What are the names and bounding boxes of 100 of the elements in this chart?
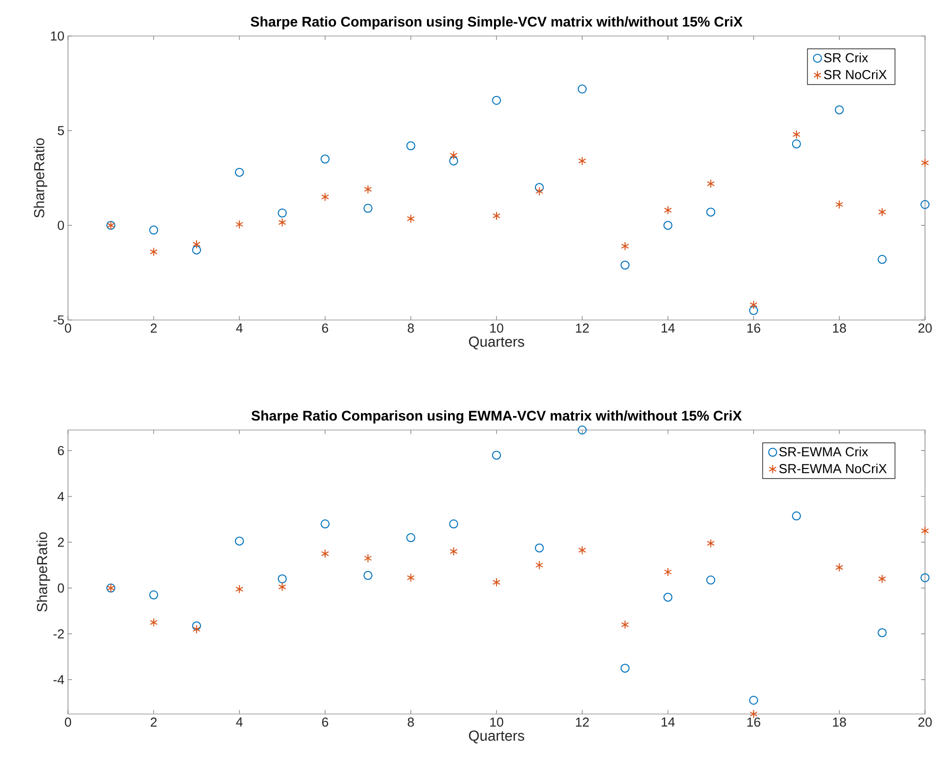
point — [492, 450, 502, 460]
x-tick-label: 20 — [918, 324, 932, 333]
x-tick-label: 0 — [64, 718, 72, 727]
point — [663, 220, 672, 230]
point — [235, 220, 244, 229]
x-tick-label: 10 — [490, 324, 504, 333]
point — [621, 242, 630, 251]
x-tick-label: 18 — [833, 718, 846, 727]
point — [534, 543, 544, 552]
point — [320, 519, 330, 528]
point — [235, 584, 244, 594]
point — [450, 546, 458, 556]
x-tick-label: 6 — [322, 324, 328, 333]
x-tick-label: 12 — [576, 324, 589, 333]
point — [749, 696, 758, 705]
y-axis-title: SharpeRatio — [36, 532, 50, 612]
point — [664, 206, 672, 215]
x-tick-label: 16 — [747, 718, 760, 727]
point — [834, 105, 844, 114]
point — [278, 218, 286, 227]
point — [364, 554, 372, 563]
point — [920, 573, 930, 582]
x-axis-title: Quarters — [468, 730, 524, 744]
point — [192, 624, 201, 634]
point — [706, 576, 716, 585]
point — [363, 570, 372, 580]
point — [234, 168, 244, 177]
point — [149, 590, 158, 600]
point — [149, 226, 158, 235]
point — [792, 139, 801, 148]
point — [792, 511, 801, 520]
legend-label: SR NoCriX — [824, 70, 887, 80]
x-tick-label: 2 — [150, 718, 157, 727]
point — [749, 306, 758, 316]
point — [150, 247, 158, 256]
point — [192, 245, 202, 254]
point — [278, 208, 287, 218]
x-tick-label: 14 — [662, 718, 675, 726]
point — [321, 192, 330, 202]
point — [321, 549, 330, 558]
x-tick-label: 6 — [322, 718, 328, 727]
point — [406, 573, 415, 582]
point — [835, 200, 844, 209]
x-tick-label: 0 — [64, 324, 72, 333]
x-tick-label: 12 — [576, 718, 589, 727]
point — [406, 533, 416, 542]
legend-label: SR-EWMA NoCriX — [779, 464, 887, 474]
y-axis-title: SharpeRatio — [34, 138, 48, 218]
x-tick-label: 10 — [490, 718, 504, 727]
point — [835, 562, 844, 572]
x-tick-label: 8 — [408, 324, 414, 333]
point — [706, 179, 715, 188]
point — [449, 156, 458, 166]
point — [534, 182, 544, 192]
point — [578, 156, 586, 166]
point — [878, 254, 887, 264]
point — [750, 300, 758, 310]
point — [363, 204, 372, 213]
point — [535, 560, 544, 570]
point — [921, 526, 929, 536]
point — [234, 536, 244, 546]
x-tick-label: 8 — [408, 718, 414, 727]
point — [278, 574, 287, 584]
y-tick-label: 10 — [51, 31, 64, 41]
point — [192, 621, 202, 630]
legend-label: SR Crix — [824, 52, 868, 62]
point — [492, 96, 502, 105]
point — [406, 141, 416, 150]
point — [578, 84, 587, 94]
point — [620, 664, 630, 673]
point — [921, 158, 929, 168]
x-tick-label: 2 — [150, 324, 157, 333]
point — [706, 538, 715, 548]
point — [621, 620, 630, 630]
point — [706, 208, 716, 217]
x-tick-label: 4 — [236, 324, 243, 332]
point — [450, 150, 458, 160]
point — [278, 582, 286, 592]
point — [878, 208, 886, 217]
point — [920, 200, 930, 209]
x-tick-label: 20 — [918, 718, 932, 727]
point — [320, 154, 330, 164]
x-tick-label: 18 — [833, 324, 846, 333]
x-tick-label: 14 — [662, 324, 675, 332]
point — [878, 574, 886, 584]
y-tick-label: 0 — [58, 583, 64, 593]
point — [664, 567, 672, 576]
point — [492, 211, 500, 220]
x-tick-label: 16 — [747, 324, 760, 333]
y-tick-label: 4 — [58, 492, 64, 501]
y-tick-label: -5 — [54, 315, 64, 325]
chart-title: Sharpe Ratio Comparison using EWMA-VCV matrix with/without 15% CriX — [251, 410, 742, 424]
point — [364, 184, 372, 194]
y-tick-label: -2 — [54, 629, 64, 638]
point — [578, 546, 586, 555]
point — [663, 592, 672, 602]
x-axis-title: Quarters — [468, 336, 524, 350]
legend-label: SR-EWMA Crix — [779, 446, 868, 456]
point — [792, 130, 800, 139]
y-tick-label: 2 — [58, 538, 64, 547]
